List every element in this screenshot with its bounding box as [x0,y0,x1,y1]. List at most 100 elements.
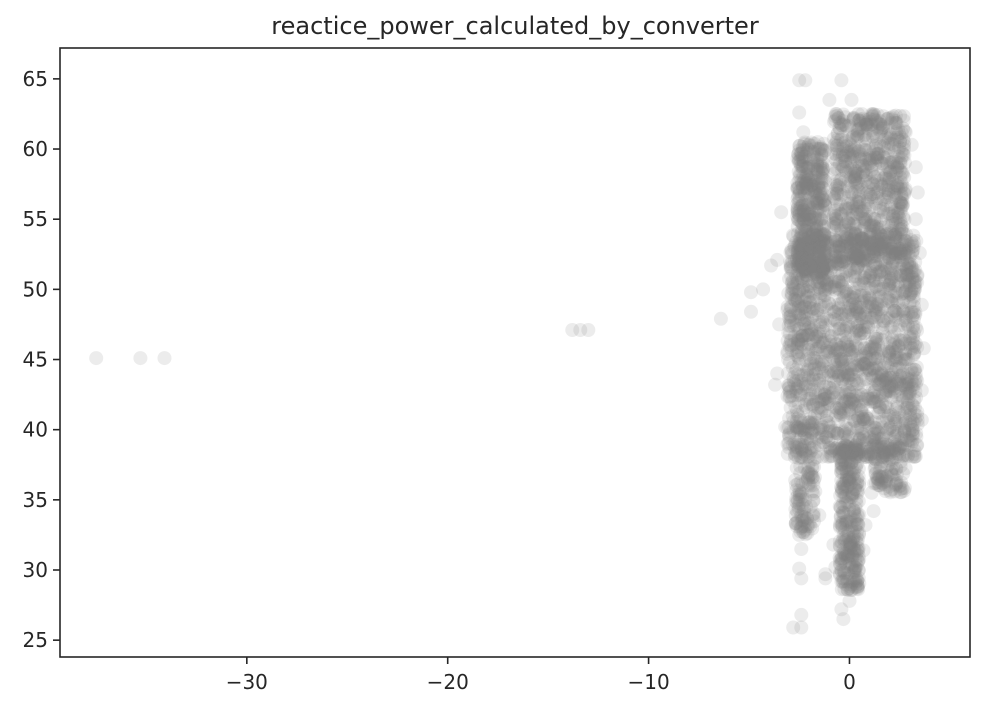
scatter-point [810,277,825,291]
scatter-point [837,323,852,338]
scatter-point [902,389,917,404]
scatter-point [858,265,873,279]
scatter-point [792,250,806,265]
scatter-point [843,320,858,335]
scatter-point [897,285,912,300]
scatter-point [889,210,904,225]
scatter-point [839,394,853,409]
scatter-point [899,268,913,283]
scatter-point [798,264,813,279]
scatter-point [897,424,912,439]
scatter-point [786,414,801,429]
scatter-point [780,344,795,359]
scatter-point [780,346,795,361]
scatter-point [905,244,920,259]
scatter-point [791,147,806,162]
scatter-point [862,419,877,434]
scatter-point [862,233,877,247]
scatter-point [832,240,847,255]
scatter-point [864,361,879,376]
scatter-point [902,288,917,303]
scatter-point [856,165,870,180]
scatter-point [798,379,813,394]
scatter-point [799,235,814,250]
scatter-point [835,391,850,406]
scatter-point [844,298,859,313]
scatter-point [874,373,888,388]
scatter-point [833,354,848,369]
scatter-point [793,236,808,251]
scatter-point [791,487,806,502]
scatter-point [791,263,805,278]
scatter-point [813,286,828,301]
scatter-point [804,182,818,197]
scatter-point [891,375,906,390]
scatter-point [806,173,821,187]
scatter-point [876,317,891,332]
scatter-point [828,193,843,208]
scatter-point [877,236,892,251]
scatter-point [854,387,869,402]
scatter-point [805,242,820,257]
scatter-point [830,185,844,200]
scatter-point [893,179,908,194]
scatter-point [896,448,911,463]
scatter-point [895,367,910,382]
scatter-point [795,222,810,237]
scatter-point [875,397,890,412]
scatter-point [905,426,920,441]
scatter-point [887,409,902,424]
scatter-point [896,147,911,162]
scatter-point [790,196,805,211]
scatter-point [804,178,819,193]
scatter-point [881,294,896,309]
scatter-point [893,249,908,264]
scatter-point [849,337,864,352]
scatter-point [813,275,828,290]
scatter-point [881,344,896,359]
scatter-point [780,389,795,404]
scatter-point [891,274,906,289]
scatter-point [796,161,811,176]
scatter-point [793,230,808,245]
scatter-point [840,334,855,349]
scatter-point [849,251,864,266]
scatter-point [817,266,832,281]
scatter-point [864,215,879,230]
scatter-point [796,174,811,189]
scatter-point [861,391,876,406]
scatter-point [903,433,918,448]
scatter-point [898,310,913,325]
scatter-point [853,331,868,346]
scatter-point [893,170,908,185]
scatter-point [817,227,832,242]
scatter-point [868,358,883,373]
scatter-point [799,217,814,231]
scatter-point [803,242,818,256]
scatter-point [895,145,910,160]
scatter-point [809,228,824,243]
scatter-point [856,251,871,266]
scatter-point [795,217,810,231]
scatter-point [809,267,823,282]
scatter-point [869,241,884,256]
scatter-point [813,290,828,305]
scatter-point [809,246,824,261]
scatter-point [876,449,891,464]
scatter-point [846,261,861,276]
scatter-point [896,378,911,393]
scatter-point [866,112,881,127]
scatter-point [792,207,807,222]
scatter-point [804,201,819,216]
scatter-point [854,231,869,246]
scatter-point [823,441,838,456]
scatter-point [861,411,875,426]
scatter-point [865,371,879,386]
scatter-point [792,298,807,313]
scatter-point [874,235,889,250]
scatter-point [852,113,866,128]
scatter-point [819,258,834,273]
scatter-point [815,163,830,178]
scatter-point [849,306,863,321]
scatter-point [816,261,831,275]
